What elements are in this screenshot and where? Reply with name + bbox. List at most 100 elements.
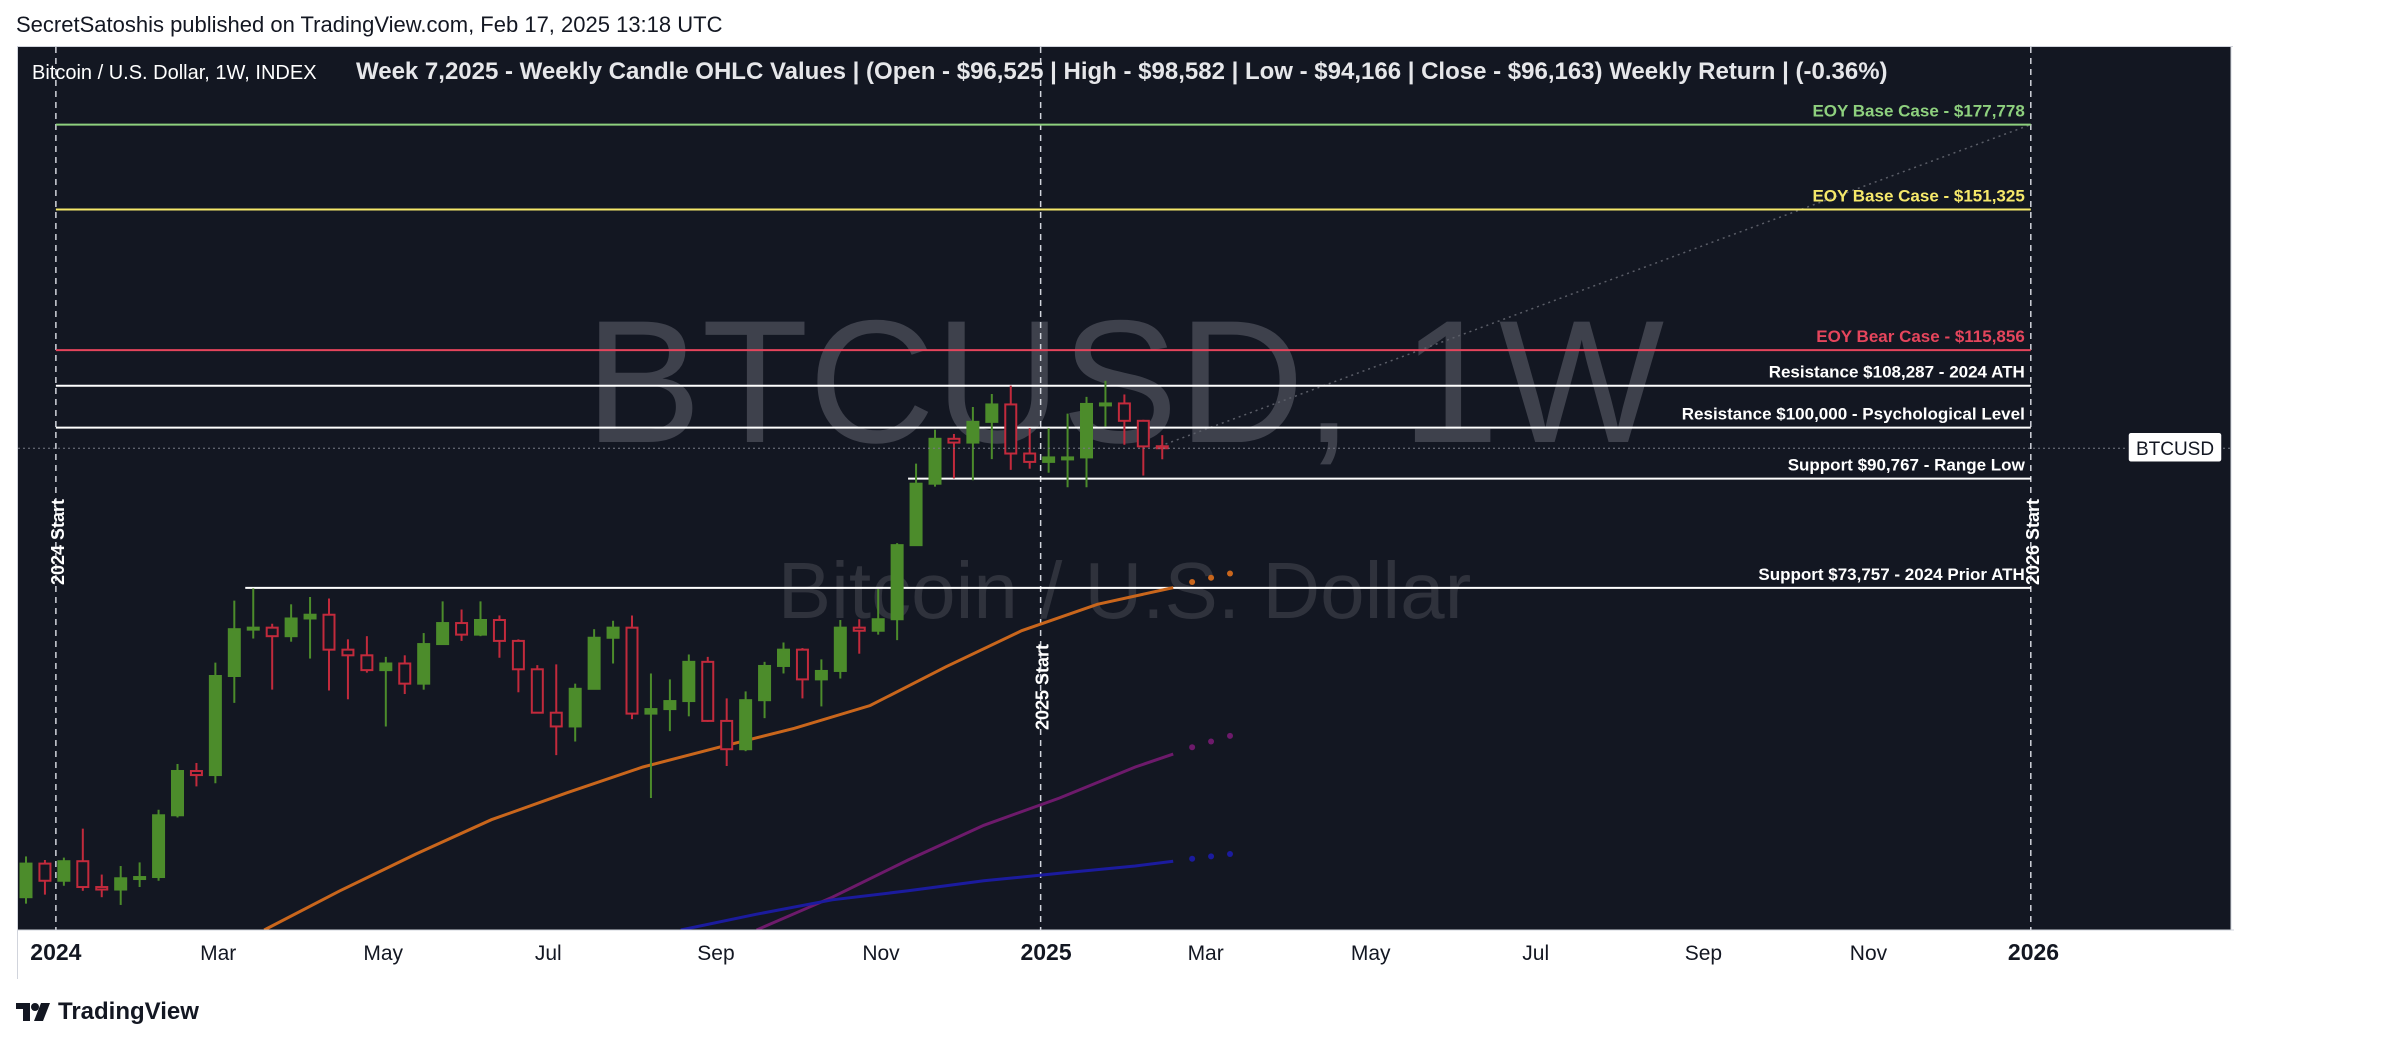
candle[interactable] [871,589,885,635]
candle[interactable] [549,664,563,756]
candle-body [227,628,241,677]
candle[interactable] [814,659,828,707]
candle[interactable] [530,665,544,714]
candle[interactable] [455,609,469,641]
candle[interactable] [928,429,942,487]
candle-body [777,648,791,667]
candle[interactable] [114,866,128,905]
candle[interactable] [436,601,450,646]
candle[interactable] [227,600,241,703]
candle[interactable] [625,615,639,720]
watermark-symbol: BTCUSD, 1W [585,285,1664,480]
ma-long-line [680,859,1174,932]
ma-mid-projection-dot [1227,732,1234,739]
candle[interactable] [1117,394,1131,445]
candle[interactable] [379,656,393,727]
candle[interactable] [966,406,980,481]
time-tick-label: 2026 [2008,939,2059,965]
candle-body [76,860,90,889]
candle[interactable] [701,656,715,722]
candle-body [1023,452,1037,463]
candle-body [833,626,847,672]
symbol-badge[interactable] [2127,431,2223,463]
candle-body [947,437,961,444]
candle[interactable] [606,620,620,664]
candle[interactable] [76,828,90,891]
candle[interactable] [587,629,601,690]
time-tick-label: 2025 [1020,939,1071,965]
candle[interactable] [777,642,791,674]
ma-short-projection-dot [1208,574,1215,581]
candle-body [341,648,355,657]
candle[interactable] [246,588,260,639]
candle-body [38,862,52,882]
candle[interactable] [1004,385,1018,470]
candle-body [530,668,544,714]
candle[interactable] [758,661,772,719]
candle[interactable] [739,691,753,752]
candle[interactable] [909,463,923,547]
candle-body [133,876,147,881]
symbol-info[interactable]: Bitcoin / U.S. Dollar, 1W, INDEX [32,62,317,84]
candle-body [1080,402,1094,459]
time-axis[interactable]: 2024 Mar May Jul Sep Nov 2025 Mar May Jul Sep Nov 20… [18,929,2234,980]
time-tick-label: Sep [1685,942,1722,965]
candle[interactable] [852,619,866,654]
candle[interactable] [1042,428,1056,473]
candle[interactable] [890,543,904,641]
candle[interactable] [133,862,147,888]
candle[interactable] [1061,413,1075,488]
price-axis[interactable]: 200,000.00160,000.00140,000.00120,000.00… [2230,47,2234,930]
candle[interactable] [417,633,431,690]
candle[interactable] [682,654,696,717]
candle[interactable] [189,762,203,787]
candle-body [379,662,393,672]
candle-body [398,662,412,685]
candle-body [814,669,828,681]
candle[interactable] [985,393,999,460]
candle[interactable] [568,683,582,742]
candle[interactable] [720,698,734,766]
candle[interactable] [19,856,33,904]
candle[interactable] [398,655,412,695]
candle[interactable] [265,623,279,690]
chart-container[interactable]: BTCUSD, 1W Bitcoin / U.S. Dollar 2024 St… [17,46,2234,980]
candle[interactable] [644,673,658,798]
level-label: Resistance $108,287 - 2024 ATH [1769,363,2025,382]
candle[interactable] [1136,419,1150,476]
ma-short-projection-dot [1189,578,1196,585]
candle[interactable] [474,601,488,637]
candle[interactable] [57,857,71,886]
horizontal-levels: EOY Base Case - $177,778 EOY Base Case - … [55,102,2031,589]
candle[interactable] [663,679,677,732]
candle[interactable] [360,636,374,673]
candle[interactable] [38,860,52,895]
candle[interactable] [208,662,222,784]
candle[interactable] [511,639,525,693]
candle[interactable] [492,615,506,658]
candle[interactable] [284,604,298,642]
candle[interactable] [1098,380,1112,427]
candle-body [360,654,374,672]
chart-svg[interactable]: BTCUSD, 1W Bitcoin / U.S. Dollar 2024 St… [18,47,2234,980]
candle[interactable] [95,874,109,898]
candle[interactable] [171,763,185,818]
candle[interactable] [152,809,166,881]
candle[interactable] [341,639,355,700]
chart-watermark: BTCUSD, 1W Bitcoin / U.S. Dollar [585,285,1664,635]
candle-body [436,622,450,646]
candle[interactable] [1155,435,1169,460]
candle[interactable] [303,596,317,659]
candle[interactable] [795,648,809,699]
time-axis-background [18,930,2234,980]
time-tick-label: Nov [862,942,900,965]
candle[interactable] [833,620,847,679]
ma-short-projection-dot [1227,570,1234,577]
candle-body [720,719,734,751]
candle-body [568,687,582,728]
candle[interactable] [947,433,961,479]
candle[interactable] [1080,396,1094,488]
tradingview-logo[interactable]: TradingView [16,996,199,1028]
time-tick-label: Jul [1522,942,1549,965]
candle[interactable] [322,598,336,691]
